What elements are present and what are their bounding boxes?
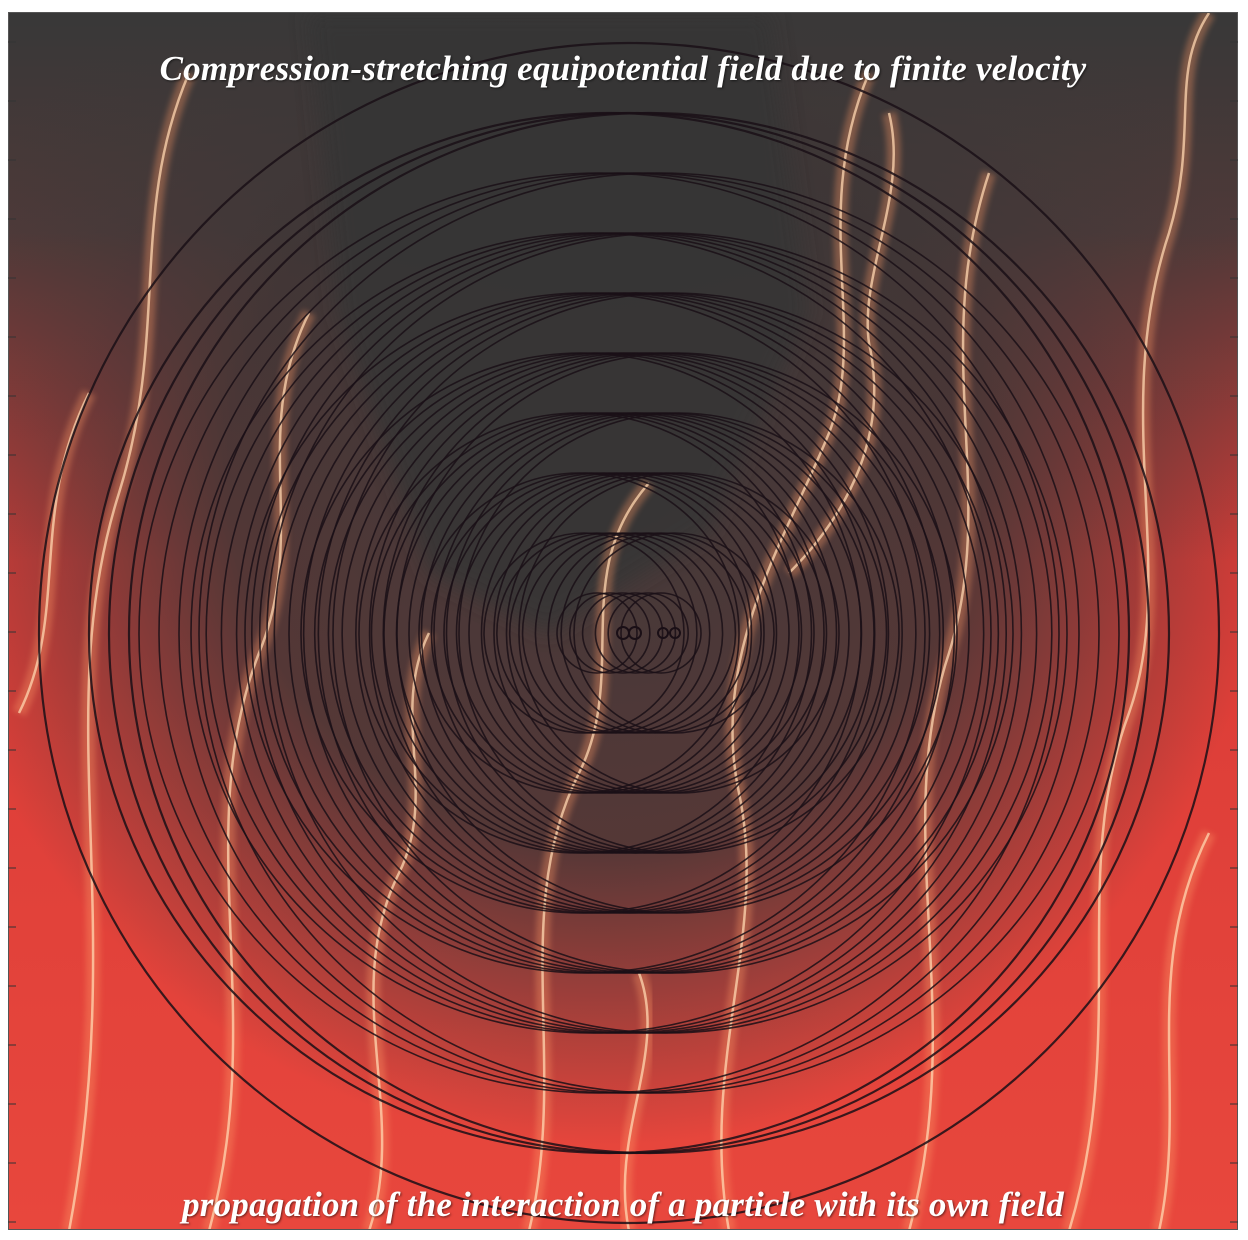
particle-marker: [657, 627, 669, 639]
figure-title-top: Compression-stretching equipotential fie…: [159, 49, 1087, 88]
equipotential-ring: [396, 352, 958, 914]
particle-marker: [669, 627, 681, 639]
equipotential-ring: [573, 532, 775, 734]
flame-streak-10: [623, 972, 649, 1229]
equipotential-ring: [332, 292, 1014, 974]
equipotential-ring: [568, 592, 651, 674]
flame-streak-9: [17, 392, 91, 714]
equipotential-ring: [37, 41, 1221, 1225]
equipotential-figure: Compression-stretching equipotential fie…: [8, 12, 1238, 1230]
particle-marker: [628, 626, 642, 640]
equipotential-ring: [521, 532, 724, 734]
left-axis-ticks: [8, 41, 16, 1223]
equipotential-ring: [560, 532, 762, 734]
equipotential-ring: [127, 111, 1171, 1155]
flame-streak-0: [68, 72, 191, 1229]
equipotential-ring: [508, 532, 711, 734]
equipotential-ring: [547, 532, 750, 734]
figure-title-bottom: propagation of the interaction of a part…: [182, 1185, 1064, 1224]
equipotential-ring: [458, 412, 900, 854]
equipotential-ring: [620, 592, 702, 674]
equipotential-ring: [518, 472, 840, 794]
equipotential-ring: [496, 532, 698, 734]
equipotential-ring: [266, 232, 1068, 1034]
particle-markers: [616, 626, 681, 640]
flame-streak-6: [1158, 832, 1211, 1229]
equipotential-ring: [534, 532, 737, 734]
equipotential-field-diagram: [9, 13, 1237, 1229]
equipotential-ring: [594, 592, 677, 674]
equipotential-ring: [607, 592, 690, 674]
flame-streak-8: [788, 112, 895, 574]
right-axis-ticks: [1230, 41, 1238, 1223]
equipotential-ring: [556, 592, 638, 674]
equipotential-ring: [198, 172, 1120, 1094]
equipotential-ring: [581, 592, 664, 674]
equipotential-ring: [483, 532, 685, 734]
equipotential-rings: [37, 41, 1221, 1225]
flame-streak-1: [208, 312, 311, 1229]
